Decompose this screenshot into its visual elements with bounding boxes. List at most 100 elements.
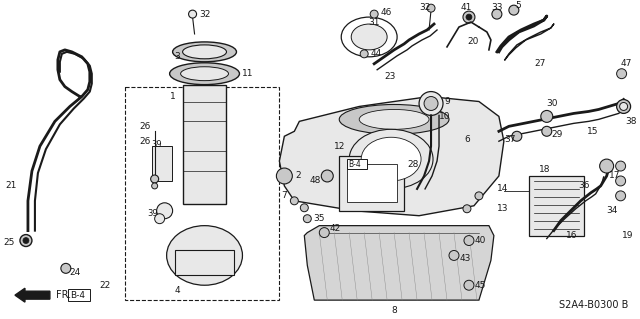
Text: 3: 3 xyxy=(175,52,180,61)
Text: 46: 46 xyxy=(380,8,392,17)
Text: 43: 43 xyxy=(460,254,471,263)
Text: 30: 30 xyxy=(547,99,558,108)
Text: 26: 26 xyxy=(140,122,151,131)
Text: 18: 18 xyxy=(539,165,550,174)
Circle shape xyxy=(61,263,71,273)
Text: 7: 7 xyxy=(282,191,287,200)
Circle shape xyxy=(419,92,443,115)
Text: 14: 14 xyxy=(497,184,508,193)
Circle shape xyxy=(23,238,29,243)
Text: 39: 39 xyxy=(152,140,163,149)
Circle shape xyxy=(492,9,502,19)
Bar xyxy=(529,176,584,235)
Text: 45: 45 xyxy=(475,281,486,290)
Text: 22: 22 xyxy=(100,281,111,290)
Text: 17: 17 xyxy=(609,172,620,181)
Circle shape xyxy=(150,175,159,183)
Text: 13: 13 xyxy=(497,204,508,213)
Text: 4: 4 xyxy=(175,286,180,295)
Circle shape xyxy=(370,10,378,18)
Text: 31: 31 xyxy=(369,18,380,26)
Circle shape xyxy=(542,126,552,136)
Text: 24: 24 xyxy=(70,268,81,277)
Circle shape xyxy=(463,205,471,213)
Text: 42: 42 xyxy=(329,224,340,233)
Bar xyxy=(348,164,397,202)
Text: S2A4-B0300 B: S2A4-B0300 B xyxy=(559,300,628,310)
Text: 38: 38 xyxy=(626,117,637,126)
Text: 25: 25 xyxy=(3,238,14,247)
Polygon shape xyxy=(280,97,504,216)
FancyArrow shape xyxy=(15,288,50,302)
Text: 36: 36 xyxy=(579,182,590,190)
Circle shape xyxy=(300,204,308,212)
Circle shape xyxy=(360,50,368,58)
Text: 1: 1 xyxy=(170,92,175,101)
Circle shape xyxy=(616,191,626,201)
Text: 37: 37 xyxy=(504,135,515,144)
Circle shape xyxy=(600,159,614,173)
Circle shape xyxy=(319,228,329,238)
Circle shape xyxy=(189,10,196,18)
Bar xyxy=(182,85,227,204)
Circle shape xyxy=(512,131,522,141)
Text: 2: 2 xyxy=(295,172,301,181)
Text: 47: 47 xyxy=(621,59,632,68)
Text: 12: 12 xyxy=(334,142,346,151)
Text: 34: 34 xyxy=(607,206,618,215)
Bar xyxy=(68,289,90,301)
Ellipse shape xyxy=(173,42,236,62)
Circle shape xyxy=(616,100,630,114)
Ellipse shape xyxy=(166,226,243,285)
Bar xyxy=(125,86,280,300)
Circle shape xyxy=(463,11,475,23)
Text: 16: 16 xyxy=(566,231,577,240)
Ellipse shape xyxy=(339,105,449,134)
Text: 9: 9 xyxy=(444,97,450,106)
Text: 19: 19 xyxy=(621,231,633,240)
Ellipse shape xyxy=(361,137,421,181)
Circle shape xyxy=(616,161,626,171)
Circle shape xyxy=(449,250,459,260)
Text: 40: 40 xyxy=(475,236,486,245)
Circle shape xyxy=(276,168,292,184)
Text: 35: 35 xyxy=(314,214,325,223)
Text: 32: 32 xyxy=(200,10,211,19)
Circle shape xyxy=(157,203,173,219)
Bar xyxy=(339,156,404,211)
Text: 44: 44 xyxy=(370,49,381,58)
Circle shape xyxy=(509,5,519,15)
Circle shape xyxy=(291,197,298,205)
Text: 27: 27 xyxy=(535,59,546,68)
Ellipse shape xyxy=(351,24,387,50)
Bar xyxy=(152,146,172,181)
Text: FR.: FR. xyxy=(56,290,71,300)
Text: 6: 6 xyxy=(464,135,470,144)
Polygon shape xyxy=(305,226,494,300)
Circle shape xyxy=(616,176,626,186)
Text: B-4: B-4 xyxy=(348,160,361,168)
Bar xyxy=(348,159,367,169)
Text: 28: 28 xyxy=(407,160,419,168)
Ellipse shape xyxy=(359,109,429,129)
Circle shape xyxy=(427,4,435,12)
Text: 8: 8 xyxy=(391,306,397,315)
Circle shape xyxy=(303,215,311,223)
Text: 23: 23 xyxy=(384,72,396,81)
Text: B-4: B-4 xyxy=(70,291,85,300)
Text: 21: 21 xyxy=(5,182,17,190)
Text: 20: 20 xyxy=(467,37,478,47)
Ellipse shape xyxy=(180,67,228,81)
Circle shape xyxy=(464,235,474,246)
Text: 10: 10 xyxy=(439,112,451,121)
Ellipse shape xyxy=(182,45,227,59)
Circle shape xyxy=(620,102,628,110)
Circle shape xyxy=(541,110,553,122)
Circle shape xyxy=(475,192,483,200)
Circle shape xyxy=(152,183,157,189)
Circle shape xyxy=(424,97,438,110)
Text: 5: 5 xyxy=(515,1,520,10)
Text: 33: 33 xyxy=(491,3,502,12)
Circle shape xyxy=(464,280,474,290)
Text: 15: 15 xyxy=(587,127,598,136)
